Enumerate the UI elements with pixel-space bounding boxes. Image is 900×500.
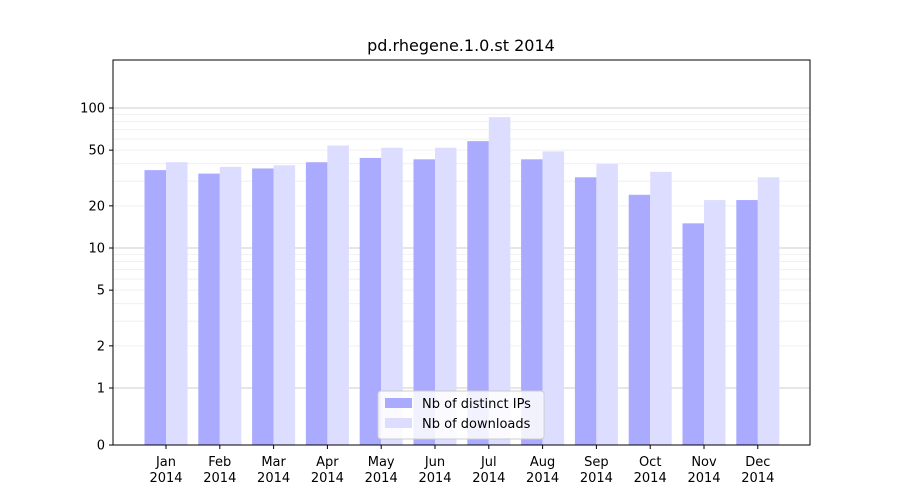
x-tick-label-month: Dec — [745, 455, 770, 470]
x-tick-label-month: Jul — [480, 455, 497, 470]
chart-title: pd.rhegene.1.0.st 2014 — [367, 36, 555, 55]
bars — [144, 117, 780, 446]
legend-label: Nb of downloads — [422, 417, 531, 432]
bar-ips-oct — [628, 194, 651, 445]
x-tick-label-month: Aug — [530, 455, 555, 470]
x-tick-label-month: Apr — [316, 455, 339, 470]
bar-ips-may — [359, 157, 382, 445]
legend-swatch — [385, 418, 412, 428]
plot-area-frame — [112, 59, 811, 446]
x-tick-label-year: 2014 — [580, 471, 613, 486]
x-tick-label-year: 2014 — [526, 471, 559, 486]
x-tick-label-month: Sep — [584, 455, 609, 470]
x-tick-label-year: 2014 — [634, 471, 667, 486]
x-tick-label-month: Jun — [424, 455, 445, 470]
x-tick-label-month: Feb — [208, 455, 231, 470]
x-tick-label-year: 2014 — [311, 471, 344, 486]
x-tick-label-year: 2014 — [472, 471, 505, 486]
legend-label: Nb of distinct IPs — [422, 397, 531, 412]
legend-box — [377, 390, 545, 440]
bar-downloads-apr — [327, 145, 349, 445]
x-axis: Jan2014Feb2014Mar2014Apr2014May2014Jun20… — [149, 445, 774, 486]
x-tick-label-month: Mar — [261, 455, 286, 470]
bar-downloads-feb — [219, 166, 242, 445]
y-tick-label: 20 — [88, 199, 105, 214]
x-tick-label-year: 2014 — [203, 471, 236, 486]
y-tick-label: 1 — [97, 382, 105, 397]
bar-ips-dec — [736, 200, 758, 445]
bar-ips-jul — [467, 141, 489, 445]
bar-ips-mar — [252, 168, 274, 445]
x-tick-label-year: 2014 — [418, 471, 451, 486]
x-tick-label-month: May — [368, 455, 395, 470]
bar-downloads-dec — [757, 177, 780, 446]
bar-downloads-oct — [650, 171, 672, 445]
y-tick-label: 100 — [80, 102, 105, 117]
bar-downloads-sep — [596, 163, 618, 445]
bar-downloads-mar — [273, 165, 296, 445]
x-tick-label-month: Oct — [639, 455, 661, 470]
bar-ips-apr — [305, 162, 328, 445]
x-tick-label-year: 2014 — [741, 471, 774, 486]
bar-downloads-jan — [166, 162, 188, 445]
bar-ips-jun — [413, 159, 435, 445]
x-tick-label-month: Jan — [155, 455, 176, 470]
bar-ips-nov — [682, 223, 704, 445]
y-tick-label: 50 — [88, 144, 105, 159]
y-tick-label: 0 — [97, 439, 105, 454]
x-tick-label-year: 2014 — [149, 471, 182, 486]
y-tick-label: 2 — [97, 339, 105, 354]
legend-swatch — [385, 398, 412, 408]
bar-ips-aug — [521, 159, 543, 445]
bar-downloads-nov — [704, 200, 726, 445]
x-tick-label-year: 2014 — [257, 471, 290, 486]
bar-downloads-aug — [542, 151, 565, 445]
bar-ips-jan — [144, 170, 166, 445]
bar-downloads-may — [381, 147, 403, 446]
x-tick-label-month: Nov — [691, 455, 717, 470]
y-tick-label: 10 — [88, 242, 105, 257]
y-axis: 0 1 2 5 10 20 50 100 — [80, 102, 113, 454]
legend: Nb of distinct IPs Nb of downloads — [377, 390, 545, 440]
y-tick-label: 5 — [97, 284, 105, 299]
bar-downloads-jul — [488, 117, 511, 445]
bar-ips-feb — [198, 173, 220, 445]
x-tick-label-year: 2014 — [687, 471, 720, 486]
x-tick-label-year: 2014 — [365, 471, 398, 486]
bar-ips-sep — [574, 177, 597, 446]
bar-downloads-jun — [435, 147, 457, 446]
